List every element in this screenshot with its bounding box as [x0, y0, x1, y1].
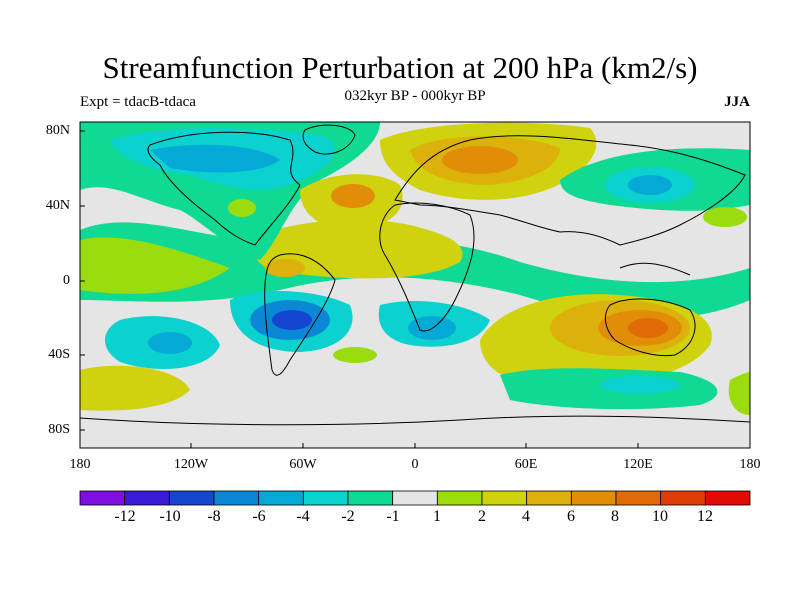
lon-label-60w: 60W — [289, 457, 317, 472]
contour-amazon-positive-core — [265, 259, 305, 277]
lat-label-80n: 80N — [45, 123, 70, 138]
contour-tropical-atlantic-positive — [253, 219, 463, 279]
contour-south-america-negative-core — [272, 310, 312, 330]
lat-label-40s: 40S — [48, 347, 70, 362]
contour-small-positive-cell — [228, 199, 256, 217]
experiment-label: Expt = tdacB-tdaca — [80, 94, 196, 110]
coast-south-america — [264, 253, 336, 376]
colorbar-label: 10 — [652, 508, 668, 525]
contour-small-positive-south — [333, 347, 377, 363]
lat-label-40n: 40N — [45, 198, 70, 213]
colorbar-swatch — [392, 490, 438, 506]
colorbar-label: -8 — [207, 508, 221, 525]
lon-label-60e: 60E — [514, 457, 538, 472]
colorbar-label: 6 — [567, 508, 575, 525]
colorbar — [79, 490, 751, 506]
coast-greenland — [302, 124, 356, 155]
colorbar-label: -4 — [296, 508, 310, 525]
colorbar-label: 12 — [697, 508, 713, 525]
colorbar-label: 4 — [522, 508, 530, 525]
colorbar-label: 2 — [478, 508, 486, 525]
contour-east-asia-negative-core — [628, 175, 672, 195]
lat-label-80s: 80S — [48, 422, 70, 437]
colorbar-swatch — [124, 490, 170, 506]
lon-label-0: 0 — [411, 457, 419, 472]
colorbar-swatch — [615, 490, 662, 506]
coast-antarctica — [80, 415, 750, 426]
colorbar-swatch — [481, 490, 528, 506]
contour-edge-positive — [728, 372, 750, 415]
colorbar-swatch — [258, 490, 304, 506]
coast-eurasia — [394, 135, 746, 246]
coast-north-america — [147, 131, 301, 246]
contour-eurasia-positive-core — [442, 146, 518, 174]
axis-ticks — [80, 130, 639, 448]
colorbar-label: -10 — [159, 508, 181, 525]
colorbar-swatch — [213, 490, 260, 506]
plot-title: Streamfunction Perturbation at 200 hPa (… — [102, 50, 698, 85]
colorbar-label: -6 — [252, 508, 266, 525]
contour-field — [80, 122, 750, 448]
colorbar-label: -12 — [114, 508, 136, 525]
lat-label-0: 0 — [63, 273, 70, 288]
contour-south-pacific-negative-core — [148, 332, 192, 354]
contour-southwest-pacific-positive — [80, 365, 190, 411]
coastlines — [80, 124, 750, 426]
lon-label-120w: 120W — [173, 457, 209, 472]
lon-label-120e: 120E — [623, 457, 653, 472]
contour-australia-positive-core — [628, 318, 668, 338]
colorbar-swatch — [704, 490, 751, 506]
plot-subtitle: 032kyr BP - 000kyr BP — [344, 88, 486, 104]
colorbar-label: 1 — [433, 508, 441, 525]
contour-north-atlantic-core — [331, 184, 375, 208]
colorbar-swatch — [526, 490, 572, 506]
coast-indonesia — [619, 262, 691, 276]
coast-australia — [604, 298, 696, 357]
contour-canada-negative-core — [150, 144, 280, 173]
colorbar-label: 8 — [611, 508, 619, 525]
colorbar-swatch — [168, 490, 215, 506]
coast-africa — [379, 202, 475, 332]
colorbar-swatch — [436, 490, 483, 506]
contour-tropical-east-pacific — [80, 237, 230, 294]
lon-label-180w: 180 — [69, 457, 91, 472]
lon-label-180e: 180 — [739, 457, 761, 472]
colorbar-swatch — [302, 490, 349, 506]
colorbar-swatch — [660, 490, 706, 506]
season-label: JJA — [724, 94, 750, 110]
colorbar-label: -1 — [386, 508, 400, 525]
contour-west-pacific-positive — [703, 207, 747, 227]
colorbar-label: -2 — [341, 508, 355, 525]
colorbar-swatch — [79, 490, 126, 506]
colorbar-swatch — [347, 490, 394, 506]
colorbar-swatch — [570, 490, 617, 506]
contour-southern-ocean-negative-core — [600, 376, 680, 394]
